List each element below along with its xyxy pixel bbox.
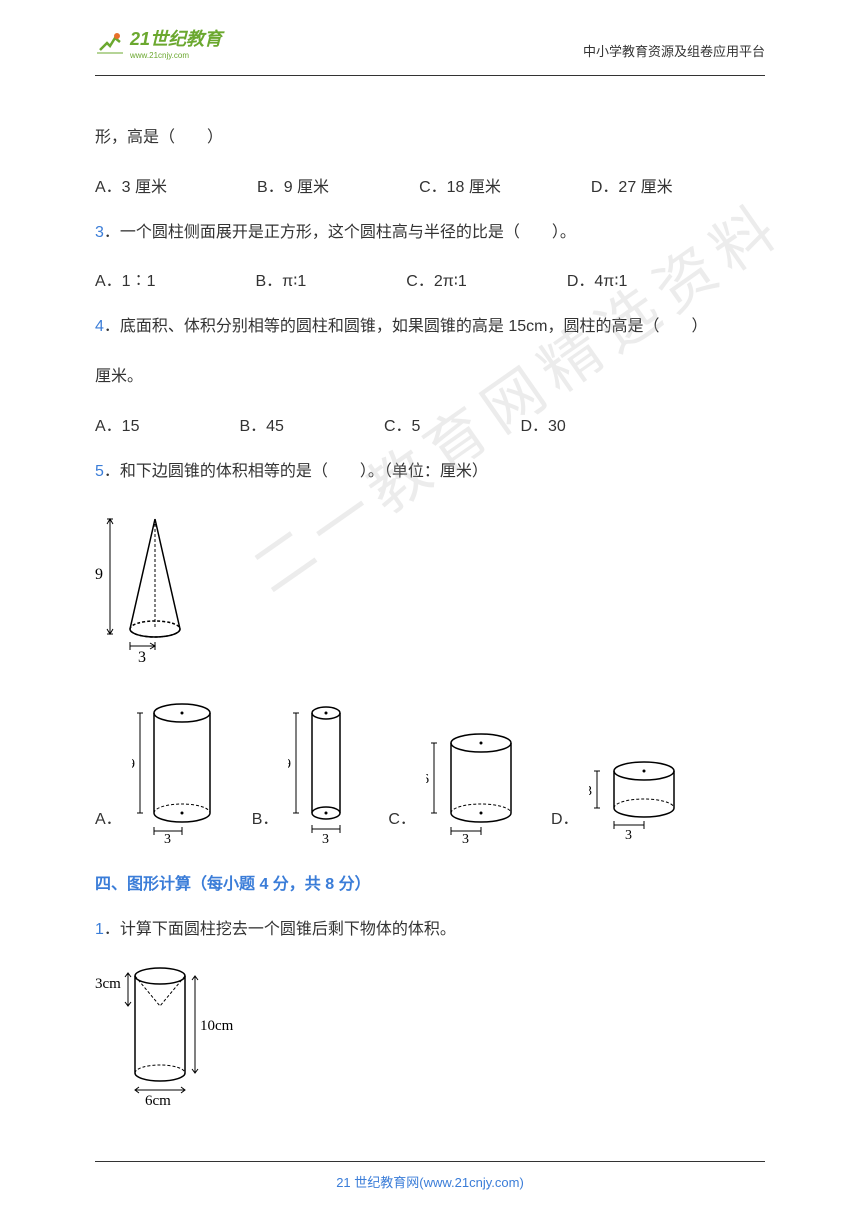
logo-text-block: 21世纪教育 www.21cnjy.com <box>130 25 222 60</box>
svg-text:3: 3 <box>164 832 171 843</box>
footer-text: 21 世纪教育网(www.21cnjy.com) <box>0 1172 860 1191</box>
q3-option-c: C．2π∶1 <box>406 260 467 305</box>
svg-text:3: 3 <box>589 784 592 799</box>
cylinder-b-svg: 9 3 <box>288 693 358 843</box>
page-header: 21世纪教育 www.21cnjy.com 中小学教育资源及组卷应用平台 <box>0 0 860 70</box>
q3-number: 3 <box>95 224 104 241</box>
q4-number: 4 <box>95 318 104 335</box>
q5-option-c-block: C． 6 3 <box>388 723 521 843</box>
svg-text:6: 6 <box>426 772 429 787</box>
logo-sub-text: www.21cnjy.com <box>130 51 222 60</box>
page-footer: 21 世纪教育网(www.21cnjy.com) <box>0 1161 860 1191</box>
q2-option-d: D．27 厘米 <box>591 166 673 211</box>
svg-text:10cm: 10cm <box>200 1018 234 1034</box>
svg-text:3: 3 <box>322 832 329 843</box>
q2-option-b: B．9 厘米 <box>257 166 329 211</box>
q3-option-b: B．π∶1 <box>255 260 306 305</box>
main-content: 形，高是（ ） A．3 厘米 B．9 厘米 C．18 厘米 D．27 厘米 3．… <box>0 76 860 1147</box>
q4-stem: 4．底面积、体积分别相等的圆柱和圆锥，如果圆锥的高是 15cm，圆柱的高是（ ） <box>95 305 765 350</box>
q2-option-c: C．18 厘米 <box>419 166 501 211</box>
q5-text: ．和下边圆锥的体积相等的是（ ）。（单位：厘米） <box>104 463 488 480</box>
q2-options: A．3 厘米 B．9 厘米 C．18 厘米 D．27 厘米 <box>95 166 765 211</box>
q4-option-d: D．30 <box>520 405 565 450</box>
q3-text: ．一个圆柱侧面展开是正方形，这个圆柱高与半径的比是（ ）。 <box>104 224 576 241</box>
q5-option-c-label: C． <box>388 798 416 843</box>
q5-cylinder-options: A． 9 3 B． <box>95 693 765 843</box>
q3-options: A．1∶1 B．π∶1 C．2π∶1 D．4π∶1 <box>95 260 765 305</box>
q5-option-d-label: D． <box>551 798 579 843</box>
s4-q1-text: ．计算下面圆柱挖去一个圆锥后剩下物体的体积。 <box>104 921 456 938</box>
q5-option-d-block: D． 3 3 <box>551 753 684 843</box>
svg-text:3cm: 3cm <box>95 976 121 992</box>
cone-height-label: 9 <box>95 566 103 583</box>
cylinder-c-svg: 6 3 <box>426 723 521 843</box>
svg-text:6cm: 6cm <box>145 1093 171 1108</box>
cylinder-cone-svg: 3cm 10cm 6cm <box>95 958 245 1108</box>
q3-option-a: A．1∶1 <box>95 260 155 305</box>
footer-divider <box>95 1161 765 1162</box>
s4-q1-number: 1 <box>95 921 104 938</box>
q5-cone-figure: 9 3 <box>95 504 765 683</box>
cone-svg: 9 3 <box>95 504 205 664</box>
q5-option-a-block: A． 9 3 <box>95 693 222 843</box>
logo: 21世纪教育 www.21cnjy.com <box>95 25 222 60</box>
q3-option-d: D．4π∶1 <box>567 260 628 305</box>
section4-title: 四、图形计算（每小题 4 分，共 8 分） <box>95 863 765 908</box>
cylinder-a-svg: 9 3 <box>132 693 222 843</box>
cone-base-label: 3 <box>138 649 146 664</box>
q4-options: A．15 B．45 C．5 D．30 <box>95 405 765 450</box>
q4-stem-line2: 厘米。 <box>95 355 765 400</box>
svg-text:3: 3 <box>462 832 469 843</box>
cylinder-d-svg: 3 3 <box>589 753 684 843</box>
q4-option-c: C．5 <box>384 405 420 450</box>
q5-option-b-block: B． 9 3 <box>252 693 359 843</box>
q4-text: ．底面积、体积分别相等的圆柱和圆锥，如果圆锥的高是 15cm，圆柱的高是（ ） <box>104 318 708 335</box>
q2-option-a: A．3 厘米 <box>95 166 167 211</box>
logo-main-text: 21世纪教育 <box>130 25 222 51</box>
s4-q1-figure: 3cm 10cm 6cm <box>95 958 765 1127</box>
q4-option-b: B．45 <box>239 405 283 450</box>
svg-text:3: 3 <box>625 828 632 843</box>
s4-q1-stem: 1．计算下面圆柱挖去一个圆锥后剩下物体的体积。 <box>95 908 765 953</box>
q5-option-a-label: A． <box>95 798 122 843</box>
q5-stem: 5．和下边圆锥的体积相等的是（ ）。（单位：厘米） <box>95 450 765 495</box>
q2-stem-continued: 形，高是（ ） <box>95 116 765 161</box>
svg-text:9: 9 <box>132 757 135 772</box>
q5-number: 5 <box>95 463 104 480</box>
q4-option-a: A．15 <box>95 405 139 450</box>
q3-stem: 3．一个圆柱侧面展开是正方形，这个圆柱高与半径的比是（ ）。 <box>95 211 765 256</box>
q5-option-b-label: B． <box>252 798 279 843</box>
svg-text:9: 9 <box>288 757 291 772</box>
logo-runner-icon <box>95 28 125 58</box>
header-right-text: 中小学教育资源及组卷应用平台 <box>583 41 765 60</box>
